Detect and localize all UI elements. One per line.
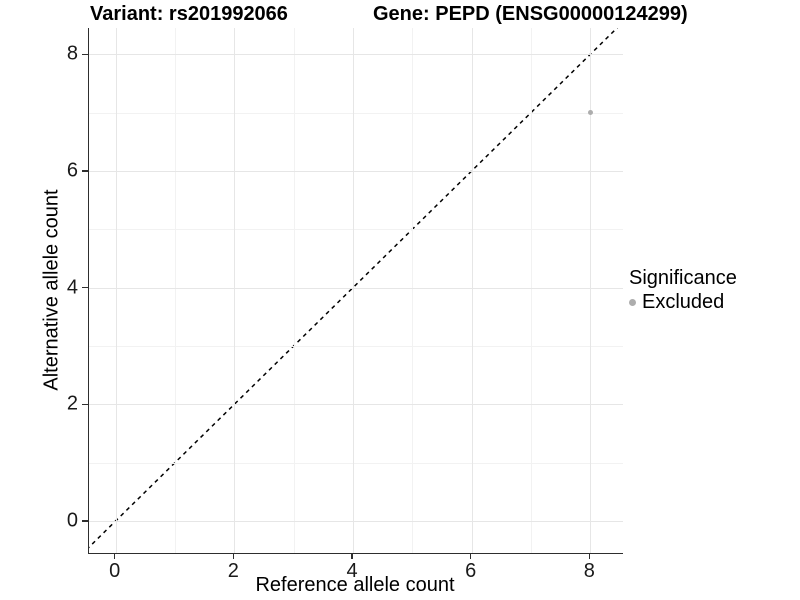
gridline-minor-horizontal [89, 345, 623, 347]
data-point [587, 110, 593, 116]
x-axis-tick-label: 2 [227, 560, 239, 582]
y-axis-title: Alternative allele count [40, 189, 63, 391]
x-axis-tick-mark [351, 553, 353, 559]
x-axis-tick-mark [232, 553, 235, 559]
gridline-major-vertical [590, 28, 592, 553]
gridline-minor-vertical [412, 28, 414, 553]
identity-line [89, 28, 619, 549]
y-axis-tick-mark [82, 520, 88, 522]
legend: Significance Excluded [629, 266, 737, 314]
gridline-minor-vertical [293, 28, 295, 553]
plot-title-gene: Gene: PEPD (ENSG00000124299) [373, 3, 688, 25]
y-axis-tick-mark [82, 53, 88, 55]
y-axis-tick-mark [82, 286, 88, 289]
x-axis-tick-mark [588, 553, 591, 559]
gridline-minor-vertical [531, 28, 533, 553]
y-axis-tick-label: 8 [66, 42, 78, 65]
y-axis-tick-label: 6 [66, 159, 78, 182]
gridline-major-horizontal [89, 287, 623, 289]
gridline-major-vertical [115, 28, 117, 553]
gridline-major-horizontal [89, 170, 623, 172]
x-axis-tick-label: 0 [109, 560, 121, 582]
gridline-major-vertical [471, 28, 473, 553]
legend-entry-excluded: Excluded [629, 291, 737, 314]
gridline-minor-vertical [175, 28, 177, 553]
x-axis-tick-label: 4 [346, 560, 358, 582]
x-axis-title: Reference allele count [255, 574, 455, 596]
x-axis-tick-mark [114, 553, 116, 559]
y-axis-tick-mark [82, 403, 88, 405]
gridline-major-horizontal [89, 520, 623, 522]
plot-title-variant: Variant: rs201992066 [90, 3, 288, 25]
y-axis-tick-label: 2 [66, 392, 78, 415]
legend-entry-label: Excluded [642, 291, 725, 313]
x-axis-tick-label: 6 [465, 560, 477, 582]
y-axis-tick-label: 0 [66, 509, 78, 532]
y-axis-tick-mark [82, 170, 88, 172]
x-axis-tick-mark [470, 553, 472, 559]
gridline-minor-horizontal [89, 462, 623, 464]
gridline-minor-horizontal [89, 112, 623, 114]
gridline-minor-horizontal [89, 229, 623, 231]
gridline-major-horizontal [89, 54, 623, 56]
plot-panel [88, 28, 623, 554]
y-axis-tick-label: 4 [66, 276, 78, 299]
legend-title: Significance [629, 267, 737, 289]
gridline-major-vertical [353, 28, 355, 553]
gridline-major-horizontal [89, 404, 623, 406]
legend-key-dot-icon [629, 299, 636, 306]
gridline-major-vertical [234, 28, 236, 553]
x-axis-tick-label: 8 [583, 560, 595, 582]
